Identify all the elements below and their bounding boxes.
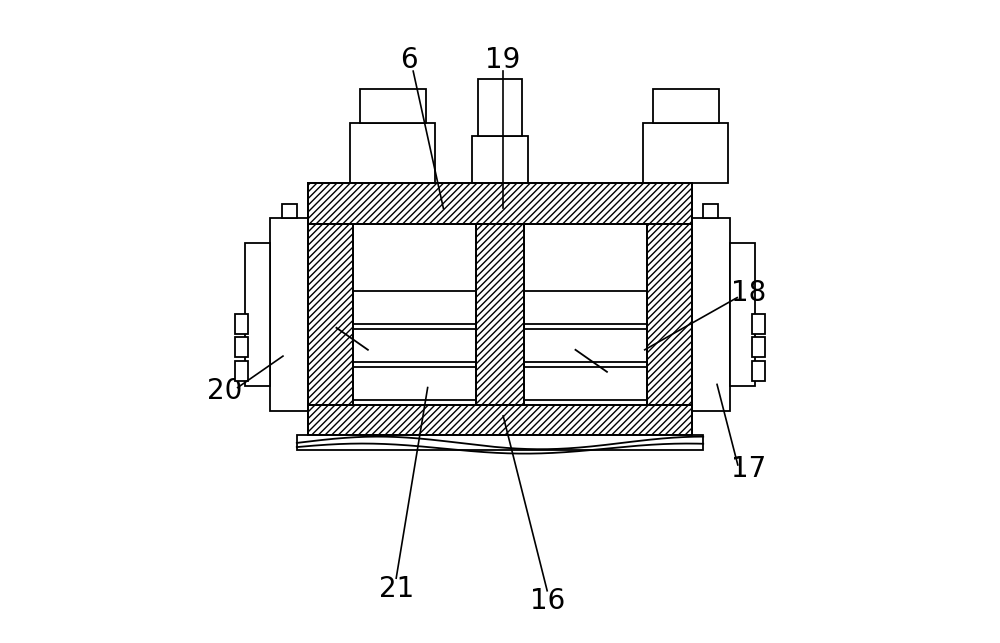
Bar	[308, 404, 692, 435]
Bar	[476, 224, 524, 404]
Bar	[308, 183, 692, 435]
Text: 6: 6	[400, 46, 418, 75]
Text: 19: 19	[485, 46, 521, 75]
Bar	[353, 367, 476, 399]
Bar	[752, 337, 765, 358]
Bar	[350, 123, 435, 183]
Bar	[703, 204, 718, 218]
Bar	[308, 224, 353, 404]
Bar	[235, 314, 248, 334]
Bar	[353, 291, 476, 324]
Bar	[643, 123, 728, 183]
Bar	[524, 291, 647, 324]
Bar	[297, 435, 703, 451]
Bar	[752, 314, 765, 334]
Bar	[270, 218, 308, 411]
Bar	[478, 79, 522, 136]
Text: 20: 20	[207, 377, 242, 404]
Bar	[692, 218, 730, 411]
Bar	[308, 183, 692, 224]
Bar	[308, 183, 692, 435]
Bar	[235, 337, 248, 358]
Bar	[245, 243, 270, 386]
Bar	[282, 204, 297, 218]
Bar	[647, 224, 692, 404]
Text: 21: 21	[379, 575, 414, 603]
Bar	[524, 329, 647, 362]
Bar	[752, 361, 765, 381]
Text: 18: 18	[731, 279, 766, 307]
Bar	[360, 89, 426, 123]
Bar	[524, 367, 647, 399]
Bar	[472, 136, 528, 183]
Text: 17: 17	[731, 455, 766, 484]
Text: 16: 16	[530, 588, 565, 615]
Bar	[235, 361, 248, 381]
Bar	[653, 89, 719, 123]
Bar	[730, 243, 755, 386]
Bar	[353, 329, 476, 362]
